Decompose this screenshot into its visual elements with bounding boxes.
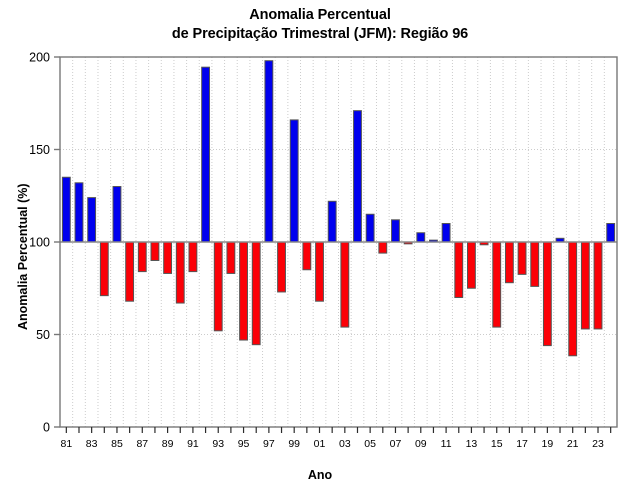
y-tick-label: 150	[29, 143, 50, 157]
x-tick-label: 01	[314, 438, 326, 450]
x-tick-label: 07	[390, 438, 402, 450]
bar-12	[454, 241, 464, 298]
bar-88	[150, 241, 160, 261]
bar-24	[606, 223, 616, 243]
axes-layer	[54, 56, 618, 433]
bar-82	[74, 182, 84, 243]
x-tick-label: 15	[491, 438, 503, 450]
bar-86	[125, 241, 135, 302]
bar-94	[226, 241, 236, 274]
bar-99	[289, 119, 299, 243]
x-tick-label: 83	[86, 438, 98, 450]
bar-89	[163, 241, 173, 274]
bar-01	[315, 241, 324, 302]
bar-11	[441, 223, 451, 243]
x-tick-label: 97	[263, 438, 275, 450]
bar-93	[213, 241, 223, 332]
bar-95	[239, 241, 248, 341]
x-tick-label: 95	[238, 438, 250, 450]
bar-19	[542, 241, 552, 347]
y-tick-label: 100	[29, 236, 50, 250]
x-tick-label: 85	[111, 438, 123, 450]
chart-title-line-2: de Precipitação Trimestral (JFM): Região…	[171, 26, 469, 42]
bar-90	[175, 241, 185, 304]
x-tick-label: 81	[60, 438, 72, 450]
bar-05	[365, 213, 375, 243]
chart-title-line-1: Anomalia Percentual	[249, 7, 391, 23]
bar-16	[504, 241, 514, 284]
bar-92	[201, 66, 211, 243]
x-tick-label: 11	[441, 438, 452, 450]
bar-00	[302, 241, 312, 271]
tick-labels-layer: 0 50 100 150 200 81 83 85 87 89 91 93 95 97 99 01 03 05 07…	[29, 51, 604, 451]
bar-04	[353, 110, 362, 243]
bar-91	[188, 241, 198, 273]
x-tick-label: 19	[542, 438, 554, 450]
bar-96	[251, 241, 261, 346]
x-tick-label: 23	[592, 438, 604, 450]
bar-18	[530, 241, 540, 287]
bar-85	[112, 186, 122, 243]
bar-09	[416, 232, 426, 243]
x-tick-label: 05	[364, 438, 376, 450]
bar-83	[87, 197, 97, 243]
bar-81	[61, 176, 71, 243]
x-tick-label: 87	[136, 438, 148, 450]
chart-title: Anomalia Percentual de Precipitação Trim…	[0, 6, 640, 44]
x-tick-label: 93	[212, 438, 224, 450]
x-axis-label: Ano	[307, 468, 333, 482]
x-tick-label: 09	[415, 438, 427, 450]
bar-98	[277, 241, 286, 293]
x-tick-label: 99	[288, 438, 300, 450]
bar-22	[580, 241, 590, 330]
bar-02	[327, 200, 337, 243]
x-tick-label: 17	[516, 438, 528, 450]
bar-13	[467, 241, 476, 289]
x-tick-label: 21	[567, 438, 579, 450]
bar-17	[517, 241, 527, 275]
bar-97	[264, 60, 274, 243]
bar-21	[568, 241, 578, 357]
bar-06	[378, 241, 388, 254]
bar-87	[137, 241, 147, 273]
bar-07	[391, 219, 400, 243]
x-tick-label: 91	[187, 438, 199, 450]
bar-03	[340, 241, 350, 328]
bar-84	[99, 241, 109, 297]
bar-15	[492, 241, 502, 328]
x-tick-label: 13	[466, 438, 478, 450]
y-tick-label: 0	[43, 421, 50, 435]
bar-23	[593, 241, 603, 330]
x-tick-label: 89	[162, 438, 174, 450]
x-tick-label: 03	[339, 438, 351, 450]
y-tick-label: 200	[29, 51, 50, 65]
y-tick-label: 50	[36, 328, 50, 342]
